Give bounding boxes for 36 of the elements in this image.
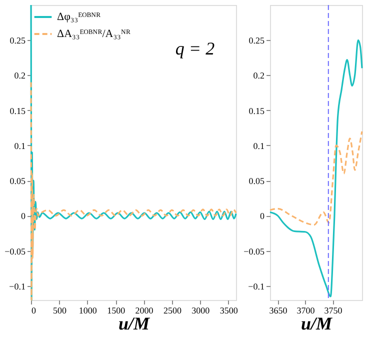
- line-series: [30, 81, 237, 301]
- y-tick-label: 0: [21, 211, 26, 222]
- annotation: q = 2: [175, 38, 215, 58]
- y-tick-label: 0.1: [253, 140, 264, 151]
- y-tick-label: 0.2: [14, 70, 26, 81]
- x-tick-label: 3700: [296, 306, 316, 316]
- y-tick-label: 0.05: [248, 176, 265, 186]
- y-tick-label: 0.15: [248, 106, 265, 116]
- x-tick-label: 3000: [192, 306, 210, 316]
- x-tick-label: 3650: [269, 306, 288, 316]
- x-axis-title: u/M: [118, 314, 150, 334]
- x-tick-label: 500: [52, 306, 67, 316]
- line-series: [30, 4, 237, 301]
- y-tick-label: −0.05: [244, 246, 265, 256]
- y-tick-label: −0.05: [4, 246, 26, 256]
- x-tick-label: 0: [32, 306, 36, 316]
- y-tick-label: 0.05: [10, 176, 26, 186]
- y-tick-label: 0.25: [248, 36, 265, 46]
- legend-label: ΔA₃₃ᴱᴼᴮᴺᴿ/A₃₃ᴺᴿ: [57, 28, 131, 40]
- y-tick-label: −0.1: [248, 281, 264, 292]
- x-tick-label: 1500: [107, 306, 126, 316]
- x-tick-label: 3500: [220, 306, 238, 316]
- y-tick-label: −0.1: [9, 281, 26, 292]
- y-tick-label: 0: [260, 211, 265, 222]
- y-tick-label: 0.2: [253, 70, 264, 81]
- x-tick-label: 2000: [135, 306, 154, 316]
- y-tick-label: 0.15: [10, 106, 26, 116]
- x-tick-label: 3750: [324, 306, 343, 316]
- x-tick-label: 1000: [78, 306, 98, 316]
- line-series: [269, 130, 363, 226]
- x-axis-title: u/M: [300, 314, 333, 334]
- legend-label: Δφ₃₃ᴱᴼᴮᴺᴿ: [57, 11, 102, 23]
- y-tick-label: 0.1: [14, 140, 26, 151]
- x-tick-label: 2500: [163, 306, 182, 316]
- y-tick-label: 0.25: [10, 36, 26, 46]
- line-series: [269, 39, 363, 298]
